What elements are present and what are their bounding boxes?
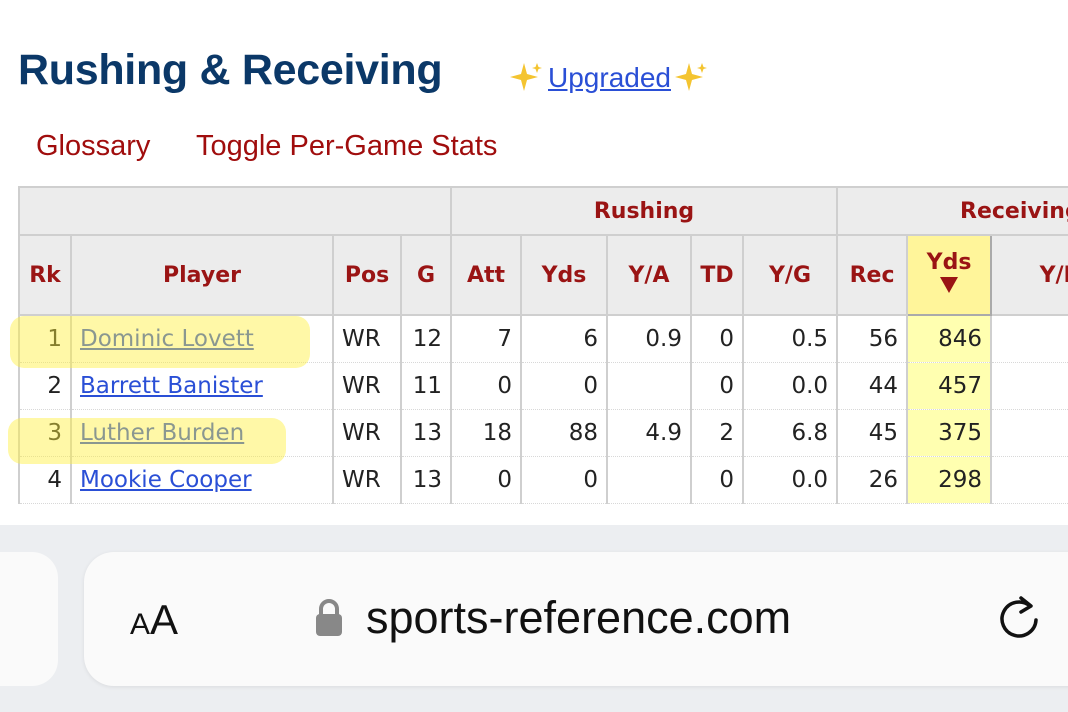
- table-cell: 10.4: [990, 362, 1068, 410]
- table-cell: 18: [450, 409, 522, 457]
- column-header: Rk: [18, 234, 72, 316]
- column-header: G: [400, 234, 452, 316]
- table-cell: 13: [400, 409, 452, 457]
- player-link[interactable]: Dominic Lovett: [80, 326, 254, 352]
- group-header: Receiving: [836, 186, 1068, 236]
- stats-table: Rushing Receiving RkPlayerPosGAttYdsY/AT…: [18, 186, 1068, 504]
- table-cell: 0: [690, 456, 744, 504]
- tab-preview[interactable]: [0, 552, 58, 686]
- toggle-link[interactable]: Toggle Per-Game Stats: [195, 130, 498, 162]
- table-cell: 457: [906, 362, 993, 410]
- table-cell: 0: [690, 314, 744, 363]
- page-title: Rushing & Receiving: [18, 46, 443, 94]
- group-row: Rushing Receiving: [18, 186, 1068, 236]
- table-cell: Barrett Banister: [70, 362, 334, 410]
- table-cell: 6.8: [741, 409, 839, 457]
- table-cell: 375: [906, 409, 993, 457]
- table-cell: 3: [18, 409, 72, 457]
- browser-toolbar: AA sports-reference.com: [0, 525, 1068, 712]
- table-cell: 0: [520, 456, 608, 504]
- table-cell: WR: [332, 456, 402, 504]
- table-cell: Luther Burden: [70, 409, 334, 457]
- table-cell: 2: [690, 409, 744, 457]
- player-link[interactable]: Barrett Banister: [80, 373, 263, 399]
- text-size-button[interactable]: AA: [130, 596, 179, 643]
- column-header: Rec: [836, 234, 909, 316]
- sparkle-icon: [674, 63, 707, 91]
- table-cell: 0.0: [741, 362, 839, 410]
- table-cell: 4: [18, 456, 72, 504]
- group-header: Rushing: [449, 186, 839, 236]
- table-cell: 0.0: [741, 456, 839, 504]
- table-cell: 0: [450, 362, 522, 410]
- table-cell: [606, 456, 692, 504]
- column-header: Y/R: [990, 234, 1068, 316]
- table-cell: 298: [906, 456, 993, 504]
- column-header: Y/G: [741, 234, 839, 316]
- glossary-link[interactable]: Glossary: [36, 130, 151, 162]
- table-cell: 2: [18, 362, 72, 410]
- table-cell: Dominic Lovett: [70, 314, 334, 363]
- table-cell: 846: [906, 314, 993, 363]
- group-header-empty: [18, 186, 452, 236]
- player-link[interactable]: Mookie Cooper: [80, 467, 252, 493]
- table-cell: 44: [836, 362, 909, 410]
- sort-arrow: [940, 277, 959, 293]
- table-cell: 13: [400, 456, 452, 504]
- table-cell: WR: [332, 409, 402, 457]
- table-wrap: Rushing Receiving RkPlayerPosGAttYdsY/AT…: [18, 186, 1068, 526]
- table-cell: WR: [332, 362, 402, 410]
- table-cell: 26: [836, 456, 909, 504]
- table-cell: WR: [332, 314, 402, 363]
- column-header-label: Yds: [926, 250, 972, 275]
- column-header: Yds: [520, 234, 608, 316]
- url-text: sports-reference.com: [366, 592, 792, 643]
- column-header: Att: [450, 234, 522, 316]
- sort-arrow-shape: [940, 277, 959, 293]
- address-bar[interactable]: AA sports-reference.com: [84, 552, 1068, 686]
- table-cell: 0: [520, 362, 608, 410]
- column-header: Player: [70, 234, 334, 316]
- table-cell: 0.5: [741, 314, 839, 363]
- table-cell: 0.9: [606, 314, 692, 363]
- table-cell: 56: [836, 314, 909, 363]
- table-cell: [606, 362, 692, 410]
- table-cell: 4.9: [606, 409, 692, 457]
- column-header: Yds: [906, 234, 993, 316]
- table-cell: Mookie Cooper: [70, 456, 334, 504]
- column-header: TD: [690, 234, 744, 316]
- upgraded-link[interactable]: Upgraded: [548, 62, 671, 93]
- table-cell: 0: [450, 456, 522, 504]
- table-cell: 11: [400, 362, 452, 410]
- table-cell: 45: [836, 409, 909, 457]
- table-cell: 0: [690, 362, 744, 410]
- player-link[interactable]: Luther Burden: [80, 420, 245, 446]
- table-cell: 7: [450, 314, 522, 363]
- table-cell: 15.1: [990, 314, 1068, 363]
- table-cell: 6: [520, 314, 608, 363]
- table-cell: 88: [520, 409, 608, 457]
- lock-icon: [316, 599, 342, 636]
- sparkle-icon: [510, 63, 542, 91]
- table-cell: 11.5: [990, 456, 1068, 504]
- nav-links: Glossary Toggle Per-Game Stats: [36, 130, 535, 163]
- column-header: Y/A: [606, 234, 692, 316]
- reload-icon[interactable]: [994, 592, 1044, 644]
- upgrade-badge: Upgraded: [510, 58, 709, 98]
- table-cell: 8.3: [990, 409, 1068, 457]
- table-cell: 1: [18, 314, 72, 363]
- column-header: Pos: [332, 234, 402, 316]
- table-cell: 12: [400, 314, 452, 363]
